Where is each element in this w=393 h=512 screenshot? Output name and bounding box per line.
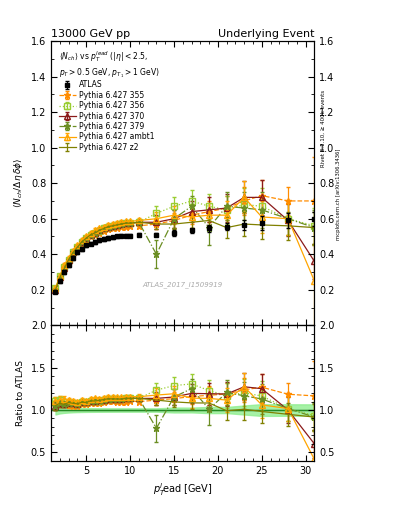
Text: $\langle N_{ch}\rangle$ vs $p_T^{lead}$ ($|\eta|<2.5$,
$p_T>0.5$ GeV, $p_{T_1}>1: $\langle N_{ch}\rangle$ vs $p_T^{lead}$ … — [59, 50, 160, 80]
Legend: ATLAS, Pythia 6.427 355, Pythia 6.427 356, Pythia 6.427 370, Pythia 6.427 379, P: ATLAS, Pythia 6.427 355, Pythia 6.427 35… — [57, 79, 156, 153]
Text: Rivet 3.1.10, ≥ 400k events: Rivet 3.1.10, ≥ 400k events — [320, 90, 325, 166]
Y-axis label: $\langle N_{ch}/\Delta\eta\,\delta\phi\rangle$: $\langle N_{ch}/\Delta\eta\,\delta\phi\r… — [12, 158, 25, 208]
Text: Underlying Event: Underlying Event — [218, 29, 314, 39]
Text: ATLAS_2017_I1509919: ATLAS_2017_I1509919 — [143, 282, 223, 288]
Text: mcplots.cern.ch [arXiv:1306.3436]: mcplots.cern.ch [arXiv:1306.3436] — [336, 149, 341, 240]
X-axis label: $p_T^l\!$ead [GeV]: $p_T^l\!$ead [GeV] — [153, 481, 213, 498]
Y-axis label: Ratio to ATLAS: Ratio to ATLAS — [16, 360, 25, 426]
Text: 13000 GeV pp: 13000 GeV pp — [51, 29, 130, 39]
